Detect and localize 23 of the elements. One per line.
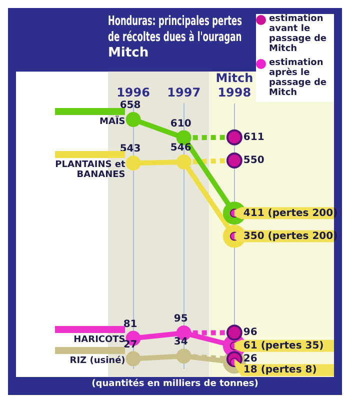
data-label: 26 — [243, 354, 258, 365]
series-label: PLANTAINS et BANANES — [54, 160, 126, 180]
data-label: 543 — [120, 144, 141, 155]
x-tick-label: Mitch 1998 — [216, 71, 254, 100]
series-label: RIZ (usiné) — [70, 356, 126, 366]
data-label: 95 — [174, 314, 188, 325]
data-label: 81 — [123, 318, 138, 330]
data-label: 96 — [243, 327, 258, 338]
series-label: MAÏS — [100, 116, 126, 127]
data-label: 610 — [170, 118, 192, 130]
data-label: 18 (pertes 8) — [243, 364, 317, 376]
chart-title: Honduras: principales pertes de récoltes dues à l'ouragan Mitch — [108, 13, 242, 60]
legend-label: estimation avant le passage de Mitch — [269, 14, 328, 54]
data-label: 61 (pertes 35) — [243, 340, 324, 352]
data-label: 611 — [243, 132, 264, 143]
series-label: HARICOTS — [74, 335, 126, 346]
data-label: 658 — [120, 100, 141, 112]
text: (quantités en milliers de tonnes) — [90, 379, 260, 389]
data-label: 550 — [243, 155, 264, 166]
x-tick-label: 1996 — [116, 86, 150, 100]
data-label: 34 — [174, 336, 188, 348]
legend-label: estimation après le passage de Mitch — [269, 58, 328, 98]
x-tick-label: 1997 — [167, 86, 201, 100]
